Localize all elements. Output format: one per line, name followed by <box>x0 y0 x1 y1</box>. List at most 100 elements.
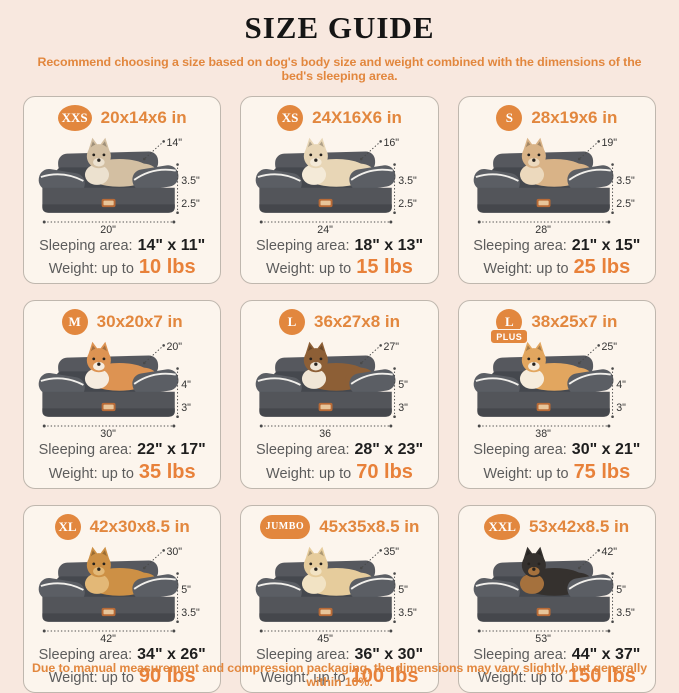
size-badge-label: XS <box>277 105 304 131</box>
sleeping-area-line: Sleeping area: 14" x 11" <box>39 237 205 255</box>
depth-label: 27" <box>384 341 400 353</box>
size-badge-label: XL <box>54 513 81 540</box>
sleeping-area-value: 14" x 11" <box>137 237 206 254</box>
weight-line: Weight: up to 70 lbs <box>266 461 413 484</box>
size-badge-sub-label: PLUS <box>490 329 529 345</box>
size-badge: XS <box>277 105 304 131</box>
bed-illustration: 30" 5" 3.5" 42" <box>38 546 200 643</box>
bed-bolsters <box>256 165 396 213</box>
size-badge: S <box>496 105 523 131</box>
sleeping-area-label: Sleeping area: <box>39 238 133 254</box>
width-label: 24" <box>318 224 334 234</box>
weight-line: Weight: up to 10 lbs <box>49 256 196 279</box>
width-label: 45" <box>318 633 334 643</box>
bolster-height-label: 3.5" <box>399 175 418 187</box>
bed-illustration: 35" 5" 3.5" 45" <box>256 546 418 643</box>
bed-bolsters <box>256 574 396 622</box>
weight-value: 75 lbs <box>573 460 631 483</box>
bolster-height-label: 5" <box>181 584 191 596</box>
weight-line: Weight: up to 25 lbs <box>483 256 630 279</box>
dimension-annotations: 20" 4" 3" 30" <box>42 341 191 438</box>
depth-label: 20" <box>167 341 183 353</box>
sleeping-area-line: Sleeping area: 28" x 23" <box>256 441 423 459</box>
sleeping-area-line: Sleeping area: 36" x 30" <box>256 646 423 664</box>
size-card: XXL 53x42x8.5 in <box>457 504 656 693</box>
sleeping-area-value: 22" x 17" <box>137 441 206 459</box>
weight-value: 25 lbs <box>573 256 631 279</box>
sleeping-area-value: 18" x 13" <box>354 237 424 254</box>
bed-bolsters <box>473 574 614 622</box>
depth-label: 16" <box>384 137 400 149</box>
size-badge: L PLUS <box>490 309 529 345</box>
size-badge-label: XXL <box>484 513 520 540</box>
size-badge: XXS <box>57 105 92 131</box>
dimension-annotations: 42" 5" 3.5" 53" <box>477 546 635 643</box>
sleeping-area-label: Sleeping area: <box>38 442 133 459</box>
bed-illustration: 14" 3.5" 2.5" 20" <box>38 137 200 234</box>
size-grid: XXS 20x14x6 in <box>23 96 656 693</box>
bed-dimensions-text: 42x30x8.5 in <box>89 516 190 536</box>
sleeping-area-value: 44" x 37" <box>571 645 641 663</box>
card-header: L PLUS 38x25x7 in <box>490 308 618 345</box>
weight-label: Weight: up to <box>48 261 134 278</box>
bed-bolsters <box>256 369 396 418</box>
dimension-annotations: 27" 5" 3" 36 <box>260 341 409 438</box>
weight-line: Weight: up to 75 lbs <box>483 461 630 484</box>
base-height-label: 3" <box>616 403 626 415</box>
sleeping-area-line: Sleeping area: 22" x 17" <box>39 441 206 459</box>
weight-line: Weight: up to 35 lbs <box>49 461 196 484</box>
bolster-height-label: 5" <box>616 584 626 596</box>
sleeping-area-line: Sleeping area: 44" x 37" <box>473 646 640 664</box>
dimension-annotations: 25" 4" 3" 38" <box>477 341 626 438</box>
depth-label: 19" <box>601 137 617 149</box>
bolster-height-label: 3.5" <box>181 175 200 187</box>
card-header: M 30x20x7 in <box>61 308 183 336</box>
bolster-height-label: 4" <box>181 379 191 391</box>
width-label: 36 <box>320 428 332 438</box>
depth-label: 42" <box>601 546 617 558</box>
bolster-height-label: 5" <box>399 379 409 391</box>
size-badge-label: S <box>496 105 523 131</box>
bed-illustration: 25" 4" 3" 38" <box>473 341 626 438</box>
sleeping-area-label: Sleeping area: <box>255 646 350 663</box>
card-header: XS 24X16X6 in <box>277 104 402 132</box>
base-height-label: 3.5" <box>181 607 200 619</box>
base-height-label: 3.5" <box>399 607 418 619</box>
card-header: XL 42x30x8.5 in <box>54 513 190 541</box>
sleeping-area-line: Sleeping area: 18" x 13" <box>256 237 423 255</box>
weight-label: Weight: up to <box>48 465 134 482</box>
base-height-label: 3.5" <box>616 607 635 619</box>
sleeping-area-label: Sleeping area: <box>473 646 567 663</box>
sleeping-area-label: Sleeping area: <box>255 442 350 459</box>
weight-label: Weight: up to <box>266 465 352 482</box>
base-height-label: 2.5" <box>181 198 200 210</box>
bolster-height-label: 5" <box>399 584 409 596</box>
size-card: XL 42x30x8.5 in <box>23 504 222 693</box>
size-card: M 30x20x7 in <box>23 300 222 489</box>
sleeping-area-value: 34" x 26" <box>137 645 206 663</box>
depth-label: 25" <box>601 341 617 353</box>
bed-dimensions-text: 38x25x7 in <box>531 312 618 332</box>
size-badge: JUMBO <box>259 514 311 539</box>
bed-dimensions-text: 30x20x7 in <box>96 312 183 332</box>
bed-dimensions-text: 20x14x6 in <box>100 108 187 127</box>
weight-value: 35 lbs <box>138 460 196 483</box>
bolster-height-label: 4" <box>616 379 626 391</box>
size-card: XXS 20x14x6 in <box>23 96 222 285</box>
sleeping-area-line: Sleeping area: 30" x 21" <box>473 441 640 459</box>
dimension-annotations: 19" 3.5" 2.5" 28" <box>477 137 635 234</box>
size-badge: M <box>61 309 88 336</box>
bed-bolsters <box>38 165 179 213</box>
base-height-label: 3" <box>399 403 409 415</box>
weight-value: 15 lbs <box>356 256 413 279</box>
size-card: S 28x19x6 in <box>457 96 656 285</box>
base-height-label: 2.5" <box>399 198 418 210</box>
bed-illustration: 19" 3.5" 2.5" 28" <box>473 137 635 234</box>
width-label: 30" <box>100 428 116 438</box>
depth-label: 30" <box>167 546 183 558</box>
dimension-annotations: 30" 5" 3.5" 42" <box>42 546 200 643</box>
weight-label: Weight: up to <box>483 261 569 278</box>
size-badge-label: JUMBO <box>259 514 311 539</box>
sleeping-area-value: 21" x 15" <box>571 237 641 254</box>
card-header: L 36x27x8 in <box>278 308 400 336</box>
